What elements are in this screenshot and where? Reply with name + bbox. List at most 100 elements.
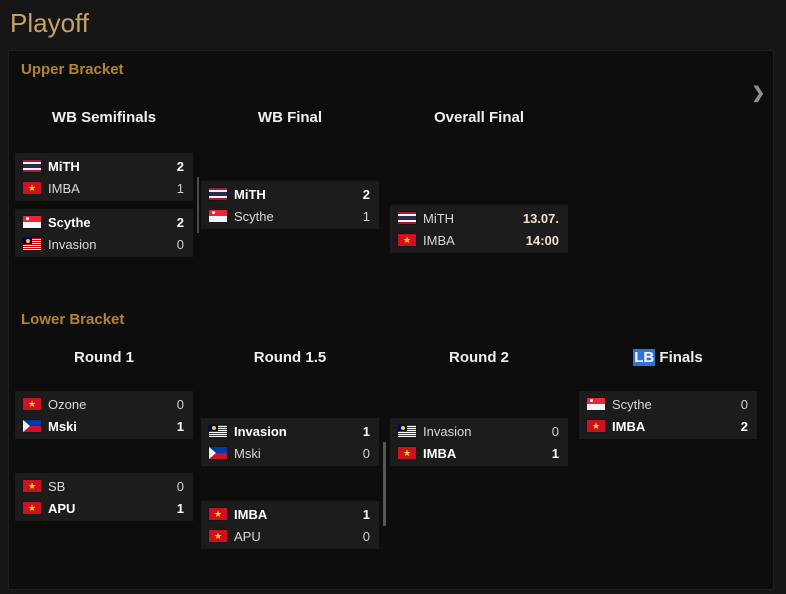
round-header-lb-finals: LB Finals [579, 349, 757, 366]
match-lb-round2: Invasion 0 IMBA 1 [390, 418, 568, 466]
match-overall-final: MiTH 13.07. IMBA 14:00 [390, 205, 568, 253]
flag-icon-vietnam [23, 182, 41, 194]
team-name: Scythe [234, 208, 274, 224]
team-name: SB [48, 478, 66, 494]
flag-icon-philippines [23, 420, 41, 432]
team-row-mski[interactable]: Mski 0 [201, 442, 379, 464]
round-header-round-1: Round 1 [74, 349, 134, 366]
team-score: 2 [176, 158, 184, 174]
team-name: Invasion [423, 423, 472, 439]
team-row-scythe[interactable]: Scythe 2 [15, 211, 193, 233]
team-name: Scythe [48, 214, 91, 230]
bracket-container: ❯ Upper Bracket WB Semifinals WB Final O… [8, 50, 774, 590]
round-header-wb-final: WB Final [257, 109, 323, 126]
team-score: 1 [176, 418, 184, 434]
flag-icon-vietnam [587, 420, 605, 432]
team-row-imba[interactable]: IMBA 14:00 [390, 229, 568, 251]
lower-bracket-title: Lower Bracket [21, 311, 125, 328]
team-name: MiTH [234, 186, 266, 202]
scroll-right-chevron-icon[interactable]: ❯ [751, 85, 765, 102]
match-time: 14:00 [525, 232, 559, 248]
flag-icon-vietnam [23, 398, 41, 410]
flag-icon-thailand [209, 188, 227, 200]
flag-icon-philippines [209, 447, 227, 459]
flag-icon-vietnam [23, 502, 41, 514]
team-score: 1 [362, 423, 370, 439]
team-name: IMBA [423, 445, 457, 461]
team-score: 0 [176, 236, 184, 252]
team-name: Ozone [48, 396, 87, 412]
team-row-scythe[interactable]: Scythe 0 [579, 393, 757, 415]
team-name: IMBA [612, 418, 646, 434]
flag-icon-malaysia [209, 425, 227, 437]
team-score: 0 [176, 478, 184, 494]
team-row-imba[interactable]: IMBA 2 [579, 415, 757, 437]
team-name: MiTH [423, 210, 455, 226]
team-score: 1 [176, 180, 184, 196]
team-row-invasion[interactable]: Invasion 0 [15, 233, 193, 255]
team-name: Mski [234, 445, 261, 461]
team-row-apu[interactable]: APU 0 [201, 525, 379, 547]
round-header-wb-semifinals: WB Semifinals [51, 109, 157, 126]
flag-icon-vietnam [209, 530, 227, 542]
round-header-overall-final: Overall Final [433, 109, 525, 126]
team-row-imba[interactable]: IMBA 1 [390, 442, 568, 464]
team-score: 0 [176, 396, 184, 412]
flag-icon-thailand [398, 212, 416, 224]
flag-icon-thailand [23, 160, 41, 172]
team-row-invasion[interactable]: Invasion 0 [390, 420, 568, 442]
team-row-mski[interactable]: Mski 1 [15, 415, 193, 437]
team-name: Invasion [48, 236, 97, 252]
team-score: 2 [362, 186, 370, 202]
flag-icon-malaysia [398, 425, 416, 437]
page-title: Playoff [10, 8, 90, 38]
flag-icon-vietnam [23, 480, 41, 492]
flag-icon-vietnam [398, 234, 416, 246]
team-row-imba[interactable]: IMBA 1 [15, 177, 193, 199]
bracket-connector-upper [197, 177, 199, 233]
flag-icon-malaysia [23, 238, 41, 250]
upper-bracket-title: Upper Bracket [21, 61, 124, 78]
team-row-sb[interactable]: SB 0 [15, 475, 193, 497]
team-name: APU [234, 528, 261, 544]
team-row-invasion[interactable]: Invasion 1 [201, 420, 379, 442]
flag-icon-singapore [23, 216, 41, 228]
flag-icon-vietnam [209, 508, 227, 520]
flag-icon-singapore [587, 398, 605, 410]
team-row-apu[interactable]: APU 1 [15, 497, 193, 519]
team-score: 1 [551, 445, 559, 461]
match-lb-round15-2: IMBA 1 APU 0 [201, 501, 379, 549]
team-score: 2 [176, 214, 184, 230]
round-header-round-2: Round 2 [449, 349, 509, 366]
team-row-scythe[interactable]: Scythe 1 [201, 205, 379, 227]
team-score: 0 [362, 445, 370, 461]
team-score: 0 [362, 528, 370, 544]
match-lb-round15-1: Invasion 1 Mski 0 [201, 418, 379, 466]
team-name: APU [48, 500, 76, 516]
round-header-round-1-5: Round 1.5 [253, 349, 327, 366]
team-score: 2 [740, 418, 748, 434]
match-lb-round1-1: Ozone 0 Mski 1 [15, 391, 193, 439]
flag-icon-singapore [209, 210, 227, 222]
flag-icon-vietnam [398, 447, 416, 459]
team-score: 1 [176, 500, 184, 516]
match-lb-finals: Scythe 0 IMBA 2 [579, 391, 757, 439]
team-name: IMBA [48, 180, 80, 196]
bracket-connector-lower [383, 442, 386, 526]
round-header-label: Finals [655, 349, 703, 366]
team-name: Scythe [612, 396, 652, 412]
match-lb-round1-2: SB 0 APU 1 [15, 473, 193, 521]
match-wb-semifinal-2: Scythe 2 Invasion 0 [15, 209, 193, 257]
match-date: 13.07. [522, 210, 559, 226]
team-score: 0 [551, 423, 559, 439]
team-row-mith[interactable]: MiTH 13.07. [390, 207, 568, 229]
team-row-mith[interactable]: MiTH 2 [201, 183, 379, 205]
team-name: Invasion [234, 423, 287, 439]
team-name: IMBA [234, 506, 268, 522]
team-row-imba[interactable]: IMBA 1 [201, 503, 379, 525]
match-wb-final: MiTH 2 Scythe 1 [201, 181, 379, 229]
team-row-ozone[interactable]: Ozone 0 [15, 393, 193, 415]
team-score: 0 [740, 396, 748, 412]
team-row-mith[interactable]: MiTH 2 [15, 155, 193, 177]
match-wb-semifinal-1: MiTH 2 IMBA 1 [15, 153, 193, 201]
